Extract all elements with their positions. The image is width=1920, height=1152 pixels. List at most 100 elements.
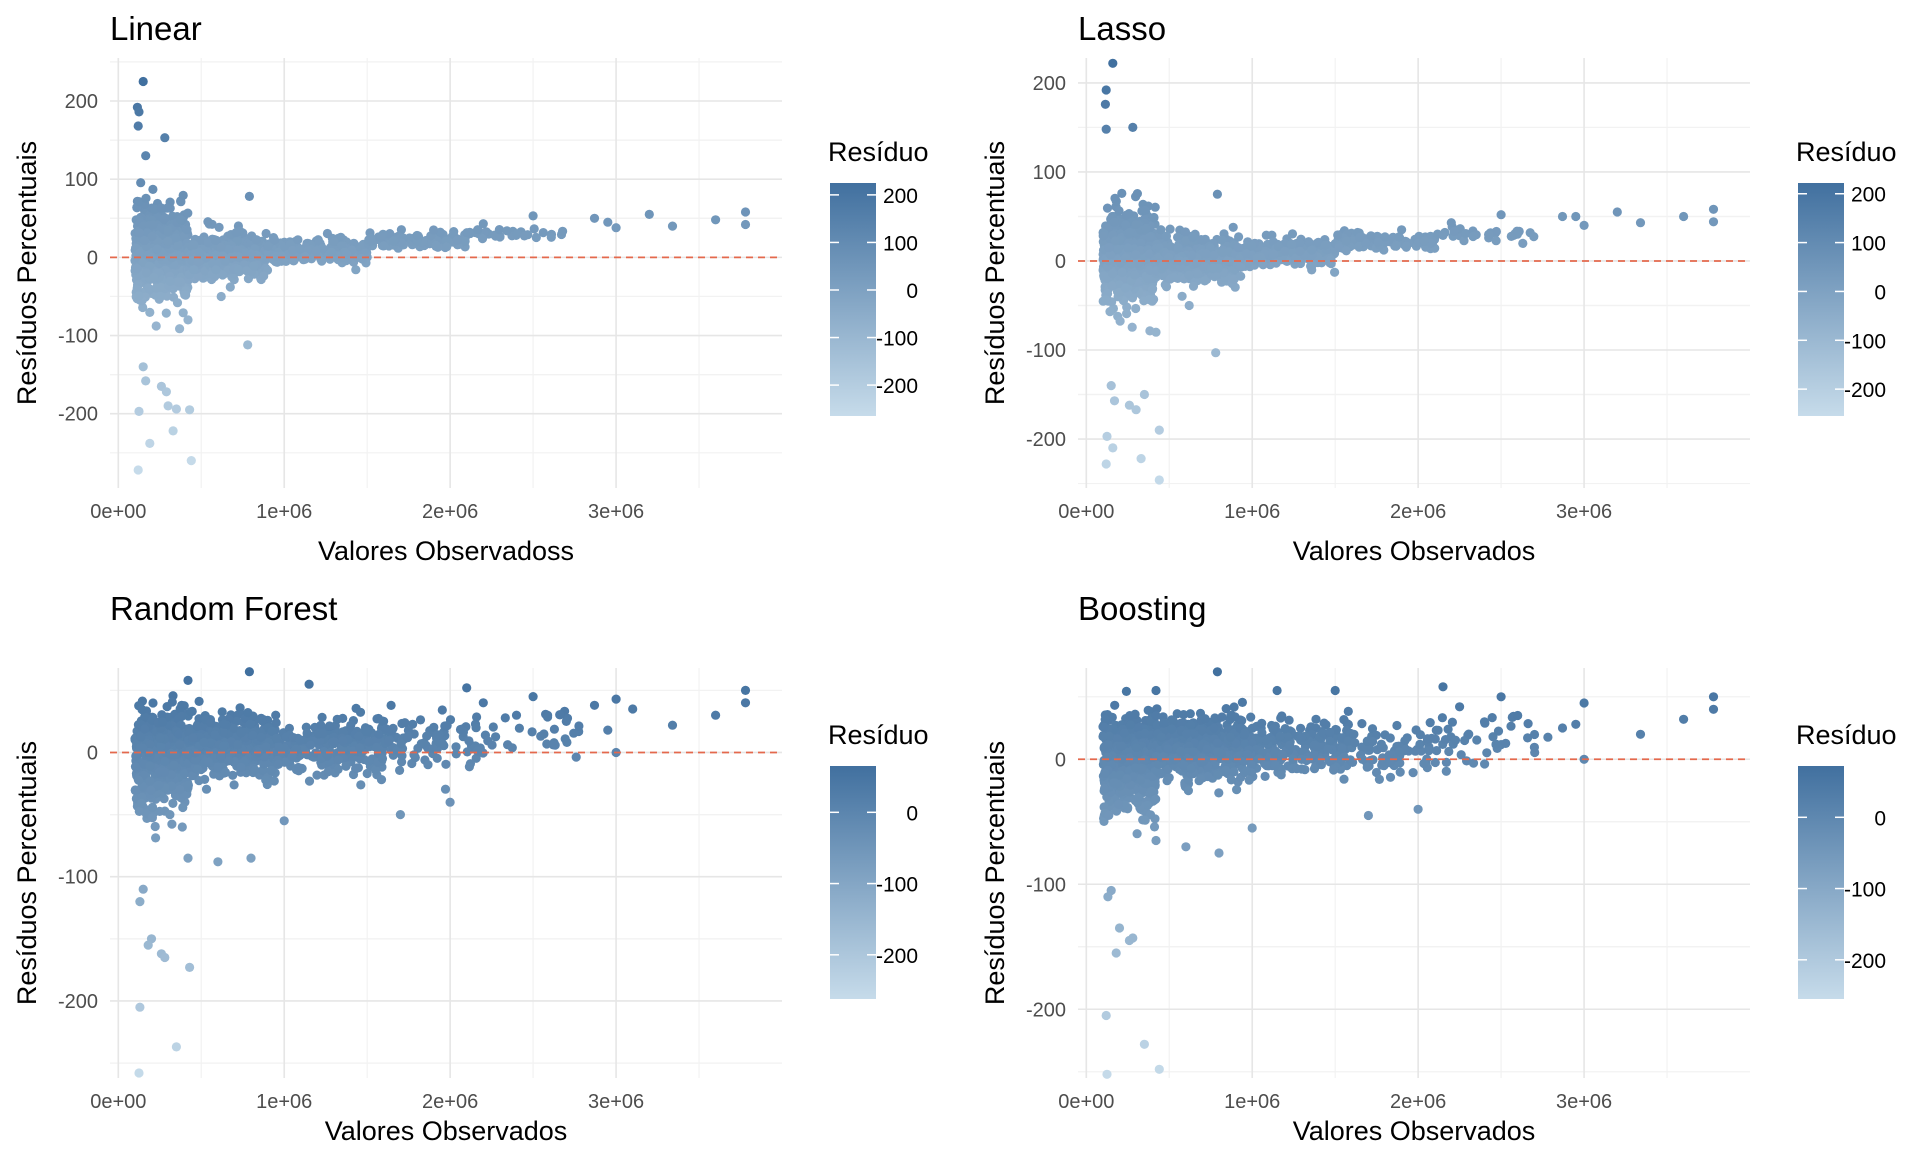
legend-tick-label: -200 bbox=[876, 945, 918, 968]
x-tick-label: 2e+06 bbox=[422, 501, 478, 523]
scatter-point bbox=[159, 214, 169, 224]
x-axis-title: Valores Observados bbox=[1293, 536, 1536, 566]
scatter-point bbox=[269, 776, 279, 786]
scatter-point bbox=[284, 723, 294, 734]
scatter-point bbox=[1380, 232, 1390, 242]
scatter-point bbox=[172, 298, 183, 308]
legend-title: Resíduo bbox=[1796, 137, 1897, 167]
scatter-point bbox=[362, 726, 372, 736]
scatter-point bbox=[148, 184, 158, 194]
x-tick-label: 3e+06 bbox=[1556, 501, 1612, 523]
x-tick-label: 2e+06 bbox=[422, 1091, 478, 1113]
scatter-point bbox=[216, 291, 226, 302]
scatter-point bbox=[1236, 262, 1246, 272]
scatter-point bbox=[1139, 389, 1149, 400]
scatter-point bbox=[1557, 211, 1568, 222]
scatter-point bbox=[495, 231, 505, 242]
scatter-point bbox=[182, 225, 192, 235]
scatter-point bbox=[224, 756, 234, 766]
scatter-point bbox=[558, 226, 568, 236]
scatter-point bbox=[147, 231, 157, 242]
scatter-point bbox=[188, 733, 198, 743]
scatter-point bbox=[1121, 220, 1131, 230]
chart-title: Lasso bbox=[1078, 10, 1166, 47]
x-tick-label: 0e+00 bbox=[90, 1091, 146, 1113]
scatter-point bbox=[379, 241, 389, 251]
scatter-point bbox=[528, 692, 538, 702]
scatter-point bbox=[218, 727, 229, 737]
scatter-point bbox=[323, 767, 333, 777]
legend-tick-label: 0 bbox=[906, 802, 918, 825]
scatter-point bbox=[249, 261, 259, 271]
scatter-point bbox=[531, 232, 541, 243]
scatter-point bbox=[178, 190, 188, 200]
scatter-point bbox=[1446, 218, 1456, 228]
scatter-point bbox=[403, 733, 413, 743]
scatter-point bbox=[460, 236, 470, 246]
scatter-point bbox=[185, 962, 195, 973]
scatter-point bbox=[259, 759, 269, 769]
legend-tick-label: 100 bbox=[883, 232, 918, 255]
scatter-point bbox=[512, 229, 522, 239]
scatter-point bbox=[175, 324, 185, 334]
scatter-point bbox=[1268, 249, 1279, 259]
scatter-point bbox=[478, 219, 488, 229]
scatter-point bbox=[312, 770, 322, 780]
scatter-point bbox=[140, 724, 150, 734]
scatter-point bbox=[569, 728, 579, 738]
scatter-point bbox=[228, 770, 238, 780]
scatter-point bbox=[134, 107, 144, 117]
scatter-point bbox=[452, 235, 462, 245]
scatter-point bbox=[1334, 243, 1344, 253]
scatter-point bbox=[1181, 236, 1191, 246]
scatter-point bbox=[248, 730, 258, 740]
scatter-point bbox=[527, 727, 537, 737]
scatter-point bbox=[445, 797, 455, 807]
scatter-point bbox=[1102, 431, 1112, 441]
scatter-point bbox=[176, 720, 186, 730]
scatter-point bbox=[1161, 282, 1172, 292]
scatter-point bbox=[1419, 236, 1430, 246]
scatter-point bbox=[329, 237, 339, 247]
scatter-point bbox=[151, 833, 161, 843]
scatter-point bbox=[250, 765, 260, 775]
scatter-point bbox=[138, 302, 148, 313]
scatter-point bbox=[1180, 227, 1191, 237]
scatter-point bbox=[1188, 232, 1198, 242]
scatter-point bbox=[218, 251, 228, 261]
y-tick-label: 200 bbox=[1033, 73, 1066, 95]
scatter-point bbox=[1120, 283, 1131, 293]
scatter-point bbox=[1679, 211, 1689, 222]
scatter-point bbox=[740, 685, 751, 696]
scatter-point bbox=[1459, 236, 1469, 246]
scatter-point bbox=[1313, 237, 1323, 247]
legend-tick-label: 0 bbox=[906, 280, 918, 303]
scatter-point bbox=[213, 762, 223, 772]
scatter-point bbox=[1173, 243, 1183, 253]
scatter-point bbox=[216, 242, 226, 252]
scatter-point bbox=[1212, 189, 1222, 199]
scatter-point bbox=[130, 762, 141, 772]
scatter-point bbox=[175, 215, 185, 225]
scatter-point bbox=[1258, 260, 1268, 270]
scatter-point bbox=[174, 729, 184, 739]
scatter-point bbox=[192, 721, 202, 731]
y-tick-label: 100 bbox=[1033, 162, 1066, 184]
scatter-point bbox=[1200, 276, 1210, 286]
scatter-point bbox=[412, 230, 422, 241]
scatter-point bbox=[395, 810, 405, 820]
y-tick-label: -200 bbox=[58, 991, 98, 1013]
scatter-point bbox=[166, 770, 176, 780]
legend-title: Resíduo bbox=[828, 137, 929, 167]
scatter-point bbox=[267, 726, 277, 736]
scatter-point bbox=[317, 256, 327, 266]
scatter-point bbox=[236, 728, 246, 738]
legend-tick-label: -100 bbox=[876, 874, 918, 897]
scatter-point bbox=[1107, 281, 1117, 291]
scatter-point bbox=[183, 853, 193, 863]
scatter-point bbox=[465, 227, 475, 237]
scatter-point bbox=[1114, 206, 1124, 216]
scatter-point bbox=[171, 233, 181, 243]
scatter-point bbox=[203, 217, 213, 227]
scatter-point bbox=[1193, 269, 1203, 279]
